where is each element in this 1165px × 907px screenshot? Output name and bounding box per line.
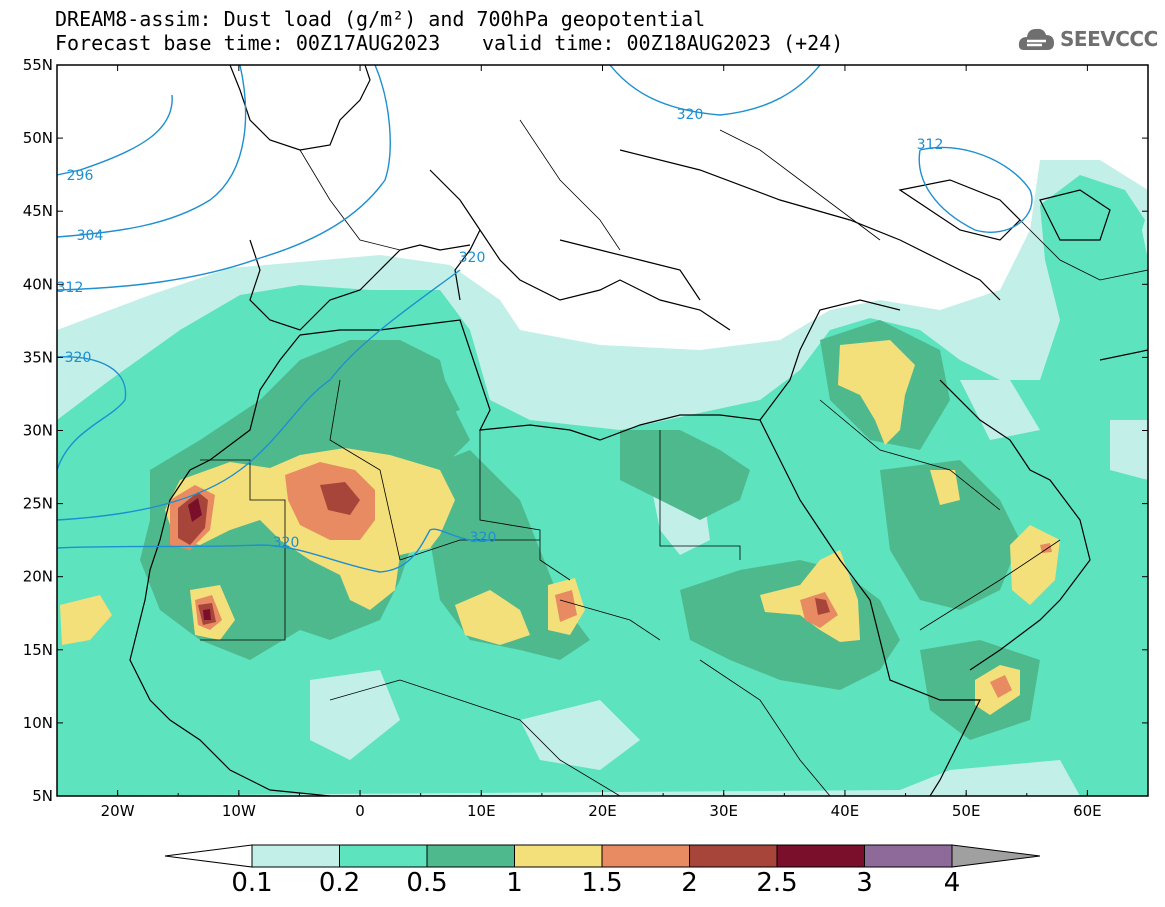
geopotential-contours <box>57 65 1033 573</box>
contour-label: 312 <box>917 137 944 153</box>
contour-label: 320 <box>65 350 92 366</box>
y-tick-label: 10N <box>23 714 53 732</box>
contour-label: 304 <box>77 228 104 244</box>
dust-shading-2.5 <box>188 498 211 620</box>
colorbar-label: 2 <box>681 868 698 898</box>
y-tick-label: 25N <box>23 495 53 513</box>
y-tick-label: 45N <box>23 202 53 220</box>
y-tick-label: 35N <box>23 348 53 366</box>
y-tick-label: 50N <box>23 129 53 147</box>
coastlines <box>129 65 1148 796</box>
x-tick-label: 10E <box>467 802 496 820</box>
x-tick-label: 60E <box>1073 802 1102 820</box>
colorbar-label: 3 <box>856 868 873 898</box>
y-axis: 55N 50N 45N 40N 35N 30N 25N 20N 15N 10N 5N <box>23 56 1148 805</box>
contour-label: 320 <box>677 107 704 123</box>
colorbar-label: 0.1 <box>231 868 272 898</box>
contour-label: 320 <box>470 530 497 546</box>
y-tick-label: 55N <box>23 56 53 74</box>
colorbar-box <box>864 844 953 868</box>
chart-title: DREAM8-assim: Dust load (g/m²) and 700hP… <box>55 7 706 31</box>
colorbar-box <box>339 844 428 868</box>
contour-labels: 296 304 312 320 320 320 320 320 312 <box>57 107 944 551</box>
valid-time: valid time: 00Z18AUG2023 (+24) <box>482 31 844 55</box>
colorbar-box <box>514 844 603 868</box>
logo-text: SEEVCCC <box>1060 27 1158 51</box>
y-tick-label: 40N <box>23 275 53 293</box>
x-axis: 20W 10W 0 10E 20E 30E 40E 50E 60E <box>56 65 1149 820</box>
country-borders <box>200 119 1148 796</box>
contour-label: 312 <box>57 280 84 296</box>
colorbar-label: 2.5 <box>756 868 797 898</box>
colorbar-label: 4 <box>944 868 961 898</box>
colorbar-box <box>776 844 865 868</box>
x-tick-label: 20E <box>588 802 617 820</box>
seevccc-logo: SEEVCCC <box>1018 22 1158 56</box>
x-tick-label: 30E <box>709 802 738 820</box>
dust-shading-0.1-holes <box>310 380 1148 770</box>
y-tick-label: 30N <box>23 422 53 440</box>
colorbar-over-arrow <box>951 844 1041 868</box>
colorbar-box <box>251 844 340 868</box>
colorbar-label: 1.5 <box>581 868 622 898</box>
colorbar-box <box>601 844 690 868</box>
cloud-logo-icon <box>1018 28 1054 50</box>
x-tick-label: 10W <box>222 802 256 820</box>
colorbar-label: 0.2 <box>319 868 360 898</box>
colorbar-box <box>426 844 515 868</box>
y-tick-label: 5N <box>32 787 53 805</box>
y-tick-label: 15N <box>23 641 53 659</box>
x-tick-label: 20W <box>101 802 135 820</box>
colorbar: 0.1 0.2 0.5 1 1.5 2 2.5 3 4 <box>164 844 1041 898</box>
forecast-base-time: Forecast base time: 00Z17AUG2023 <box>55 31 441 55</box>
colorbar-label: 0.5 <box>406 868 447 898</box>
colorbar-box <box>689 844 778 868</box>
map-plot-area: 296 304 312 320 320 320 320 320 312 <box>57 65 1148 796</box>
y-tick-label: 20N <box>23 568 53 586</box>
contour-label: 320 <box>459 250 486 266</box>
x-tick-label: 50E <box>952 802 981 820</box>
contour-label: 296 <box>67 168 94 184</box>
contour-label: 320 <box>273 535 300 551</box>
x-tick-label: 40E <box>831 802 860 820</box>
x-tick-label: 0 <box>355 802 365 820</box>
colorbar-label: 1 <box>506 868 523 898</box>
colorbar-under-arrow <box>164 844 253 868</box>
